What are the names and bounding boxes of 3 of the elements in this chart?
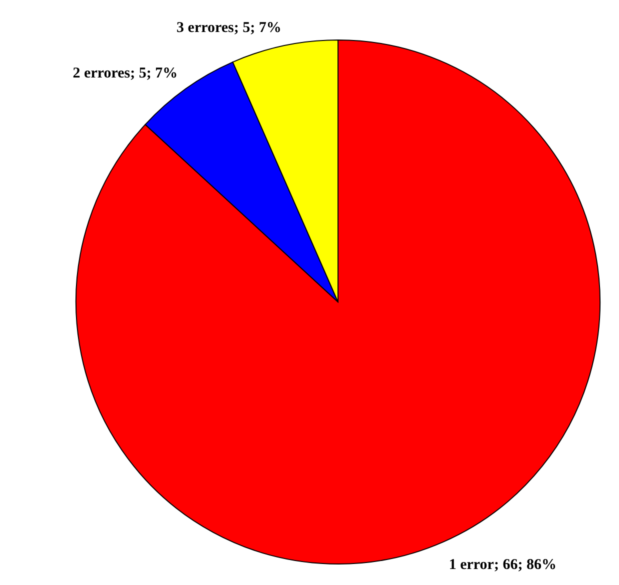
slice-label: 1 error; 66; 86% [448, 556, 556, 573]
slice-label: 3 errores; 5; 7% [176, 20, 282, 36]
slice-label: 2 errores; 5; 7% [72, 65, 178, 82]
